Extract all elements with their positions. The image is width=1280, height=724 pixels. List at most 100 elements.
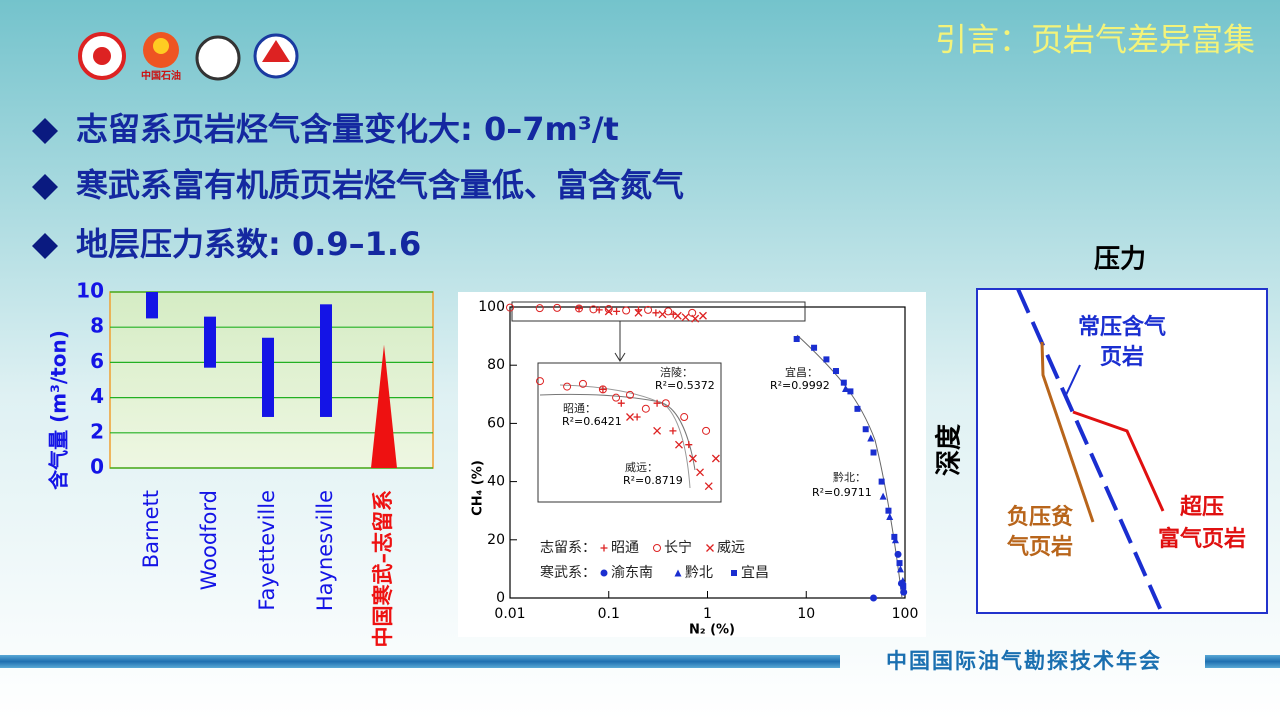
legend-marker xyxy=(674,569,682,577)
point xyxy=(896,560,903,567)
logo xyxy=(262,40,290,62)
x-axis-label: N₂ (%) xyxy=(689,623,735,638)
point xyxy=(847,388,854,395)
annotation: 黔北： xyxy=(833,470,866,484)
axis-label: 压力 xyxy=(1094,245,1146,275)
logo-text: 中国石油 xyxy=(141,69,181,82)
legend-label: 黔北 xyxy=(685,565,713,581)
y-tick-label: 0 xyxy=(496,590,505,606)
x-tick-label: 中国寒武–志留系 xyxy=(371,490,395,648)
overpressure-line xyxy=(1072,410,1165,512)
legend-marker xyxy=(600,544,608,552)
range-bar xyxy=(262,337,274,417)
y-axis-label: CH₄ (%) xyxy=(471,460,486,516)
axis-label: 深度 xyxy=(934,424,965,476)
y-tick-label: 6 xyxy=(90,349,104,373)
point xyxy=(604,307,613,316)
x-tick-label: Woodford xyxy=(197,490,221,590)
point xyxy=(886,513,894,521)
y-tick-label: 20 xyxy=(487,532,505,548)
y-axis-label: 含气量 (m³/ton) xyxy=(47,330,71,490)
point xyxy=(578,379,587,388)
bullets: 志留系页岩烃气含量变化大: 0–7m³/t 寒武系富有机质页岩烃气含量低、富含氮… xyxy=(32,110,684,263)
legend-group: 志留系： xyxy=(540,540,596,556)
y-tick-label: 8 xyxy=(90,314,104,338)
x-tick-label: 100 xyxy=(892,606,919,622)
point xyxy=(658,310,667,319)
logo xyxy=(153,38,169,54)
annotation: 威远： xyxy=(625,461,658,474)
point xyxy=(854,405,861,412)
label: 负压贫 xyxy=(1007,504,1073,530)
legend-label: 宜昌 xyxy=(741,565,769,581)
range-bar xyxy=(204,316,216,368)
zoom-arrow xyxy=(614,352,626,362)
point xyxy=(900,588,908,596)
point xyxy=(681,313,690,322)
legend-marker xyxy=(706,544,714,552)
point xyxy=(704,482,713,491)
inset xyxy=(537,362,722,503)
annotation: R²=0.9992 xyxy=(770,379,830,392)
point xyxy=(641,404,650,413)
underpressure-line xyxy=(1040,341,1095,523)
label: 常压含气 xyxy=(1078,314,1166,340)
legend-marker xyxy=(600,569,608,577)
point xyxy=(793,336,800,343)
point xyxy=(563,382,572,391)
y-tick-label: 60 xyxy=(487,415,505,431)
point xyxy=(867,434,875,442)
point xyxy=(899,577,907,585)
point xyxy=(673,311,682,320)
legend-label: 长宁 xyxy=(664,539,692,556)
point xyxy=(862,426,869,433)
point xyxy=(891,533,898,540)
point xyxy=(553,303,562,312)
legend-label: 威远 xyxy=(717,540,745,556)
x-tick-label: Fayetteville xyxy=(255,490,279,611)
point xyxy=(617,399,625,407)
point xyxy=(535,304,544,313)
point xyxy=(894,550,902,558)
y-tick-label: 10 xyxy=(76,279,104,303)
x-tick-label: 1 xyxy=(703,606,712,622)
fit-curve xyxy=(559,384,691,489)
point xyxy=(896,565,904,573)
legend-label: 昭通 xyxy=(611,540,639,556)
point xyxy=(711,454,720,463)
annotation: R²=0.8719 xyxy=(623,474,683,487)
point xyxy=(598,385,607,394)
annotation: R²=0.9711 xyxy=(812,486,872,499)
x-tick-label: 10 xyxy=(797,606,815,622)
footer-text: 中国国际油气勘探技术年会 xyxy=(886,649,1162,673)
y-tick-label: 100 xyxy=(478,299,505,315)
point xyxy=(878,478,885,485)
point xyxy=(823,356,830,363)
point xyxy=(661,399,670,408)
point xyxy=(699,311,707,320)
pointer xyxy=(1065,364,1081,396)
point xyxy=(680,413,689,422)
point xyxy=(842,384,850,392)
logos: 中国石油 xyxy=(78,32,299,82)
point xyxy=(644,305,653,314)
label: 超压 xyxy=(1180,495,1224,520)
point xyxy=(685,441,693,449)
legend-label: 渝东南 xyxy=(611,565,653,581)
footer-stripe xyxy=(0,655,840,668)
bullet: 地层压力系数: 0.9–1.6 xyxy=(76,225,421,263)
point xyxy=(536,377,544,386)
y-tick-label: 2 xyxy=(90,419,104,443)
point xyxy=(653,399,661,407)
x-tick-label: 0.01 xyxy=(494,606,525,622)
point xyxy=(669,427,677,435)
point xyxy=(599,385,607,393)
zoom-box xyxy=(511,301,806,322)
range-bar xyxy=(320,304,332,417)
point xyxy=(506,303,514,312)
x-tick-label: Barnett xyxy=(139,490,163,568)
annotation: 宜昌： xyxy=(785,365,818,379)
bullet-icon xyxy=(32,174,58,200)
point xyxy=(702,426,711,435)
